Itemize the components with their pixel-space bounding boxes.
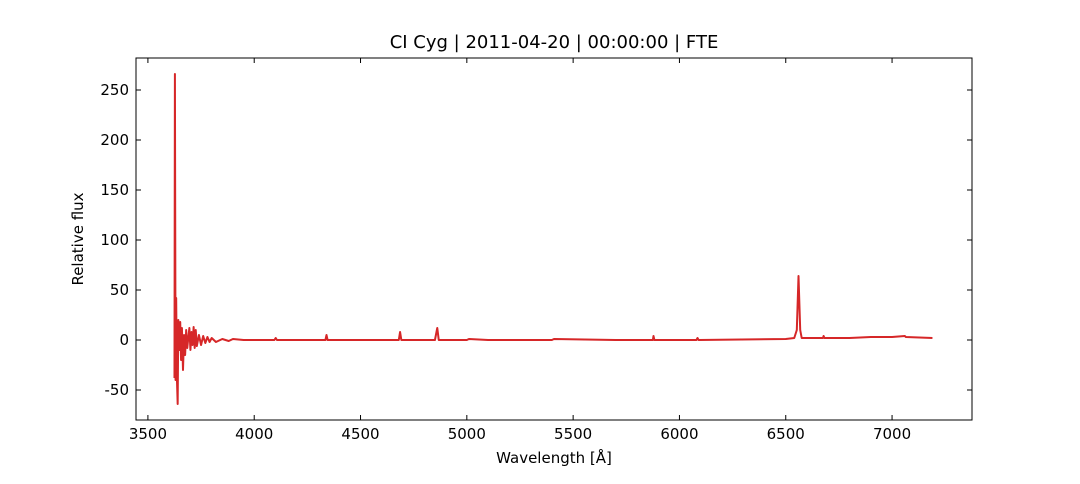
- y-tick-label: 250: [100, 81, 129, 99]
- y-tick-label: 200: [100, 131, 129, 149]
- y-axis-label: Relative flux: [69, 192, 87, 285]
- x-tick-label: 5000: [448, 425, 486, 443]
- spectrum-line: [173, 73, 933, 405]
- chart-title: CI Cyg | 2011-04-20 | 00:00:00 | FTE: [390, 32, 719, 53]
- y-tick-label: 150: [100, 181, 129, 199]
- x-tick-label: 5500: [554, 425, 592, 443]
- x-tick-label: 6500: [767, 425, 805, 443]
- y-tick-label: -50: [105, 381, 130, 399]
- y-tick-label: 0: [119, 331, 129, 349]
- x-axis-label: Wavelength [Å]: [496, 448, 612, 467]
- x-tick-label: 4500: [341, 425, 379, 443]
- plot-frame: [135, 57, 973, 421]
- y-tick-label: 100: [100, 231, 129, 249]
- x-tick-label: 6000: [660, 425, 698, 443]
- x-tick-label: 4000: [235, 425, 273, 443]
- x-tick-label: 7000: [873, 425, 911, 443]
- y-tick-label: 50: [110, 281, 129, 299]
- x-tick-label: 3500: [129, 425, 167, 443]
